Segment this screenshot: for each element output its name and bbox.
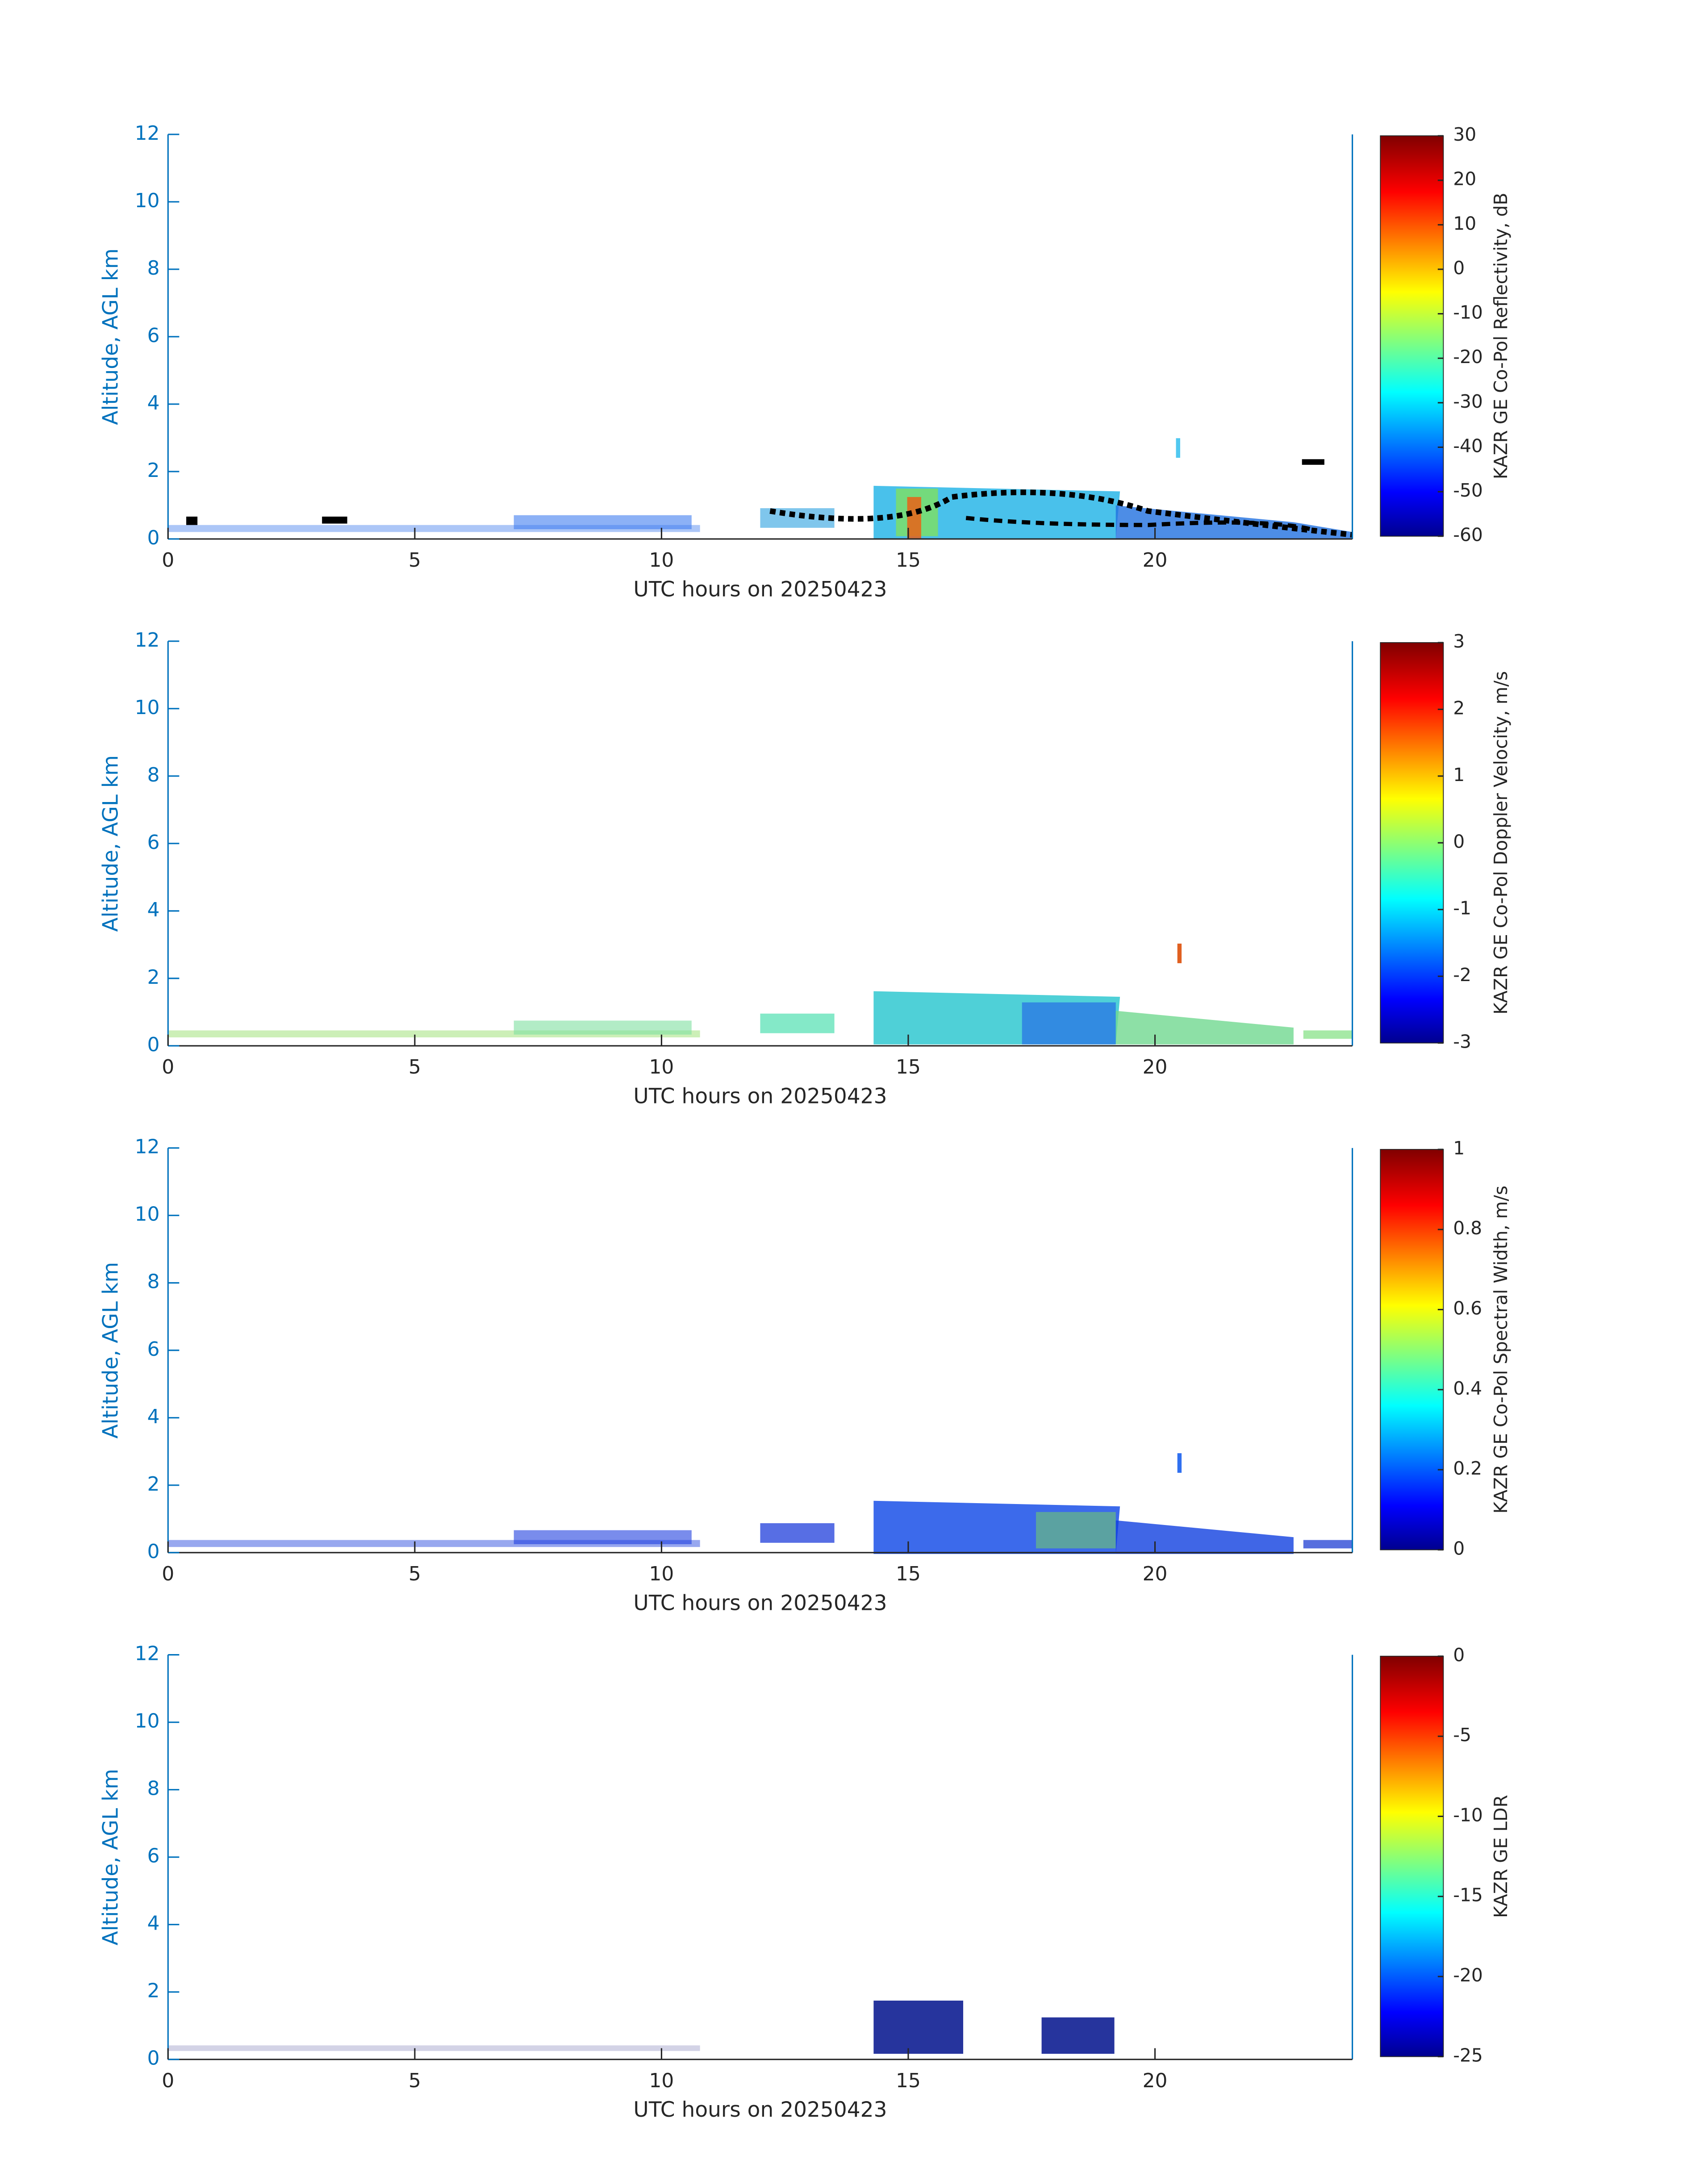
y-tick-label: 6: [147, 831, 160, 854]
y-tick-label: 4: [147, 1912, 160, 1935]
y-tick-label: 6: [147, 1338, 160, 1361]
colorbar-tick-label: -15: [1453, 1885, 1483, 1906]
echo-field: [168, 2000, 1115, 2054]
colorbar-tick-label: 10: [1453, 213, 1476, 234]
x-tick-label: 20: [1143, 2069, 1168, 2092]
echo-field: [168, 438, 1353, 539]
y-tick-label: 4: [147, 1405, 160, 1428]
x-tick-label: 5: [409, 2069, 421, 2092]
y-tick-label: 0: [147, 1540, 160, 1563]
x-tick-label: 0: [162, 1563, 174, 1585]
x-tick-label: 15: [896, 549, 921, 572]
x-tick-label: 20: [1143, 549, 1168, 572]
colorbar-tick-label: -5: [1453, 1724, 1471, 1746]
colorbar-tick-label: -20: [1453, 346, 1483, 368]
colorbar-tick-label: 2: [1453, 697, 1465, 719]
x-tick-label: 5: [409, 1056, 421, 1078]
colorbar-tick-label: -10: [1453, 302, 1483, 323]
y-tick-label: 12: [135, 629, 160, 652]
colorbar-tick-label: 1: [1453, 1137, 1465, 1159]
colorbar-tick-label: 0.2: [1453, 1458, 1482, 1479]
y-tick-label: 8: [147, 257, 160, 280]
colorbar-tick-label: -10: [1453, 1804, 1483, 1826]
y-tick-label: 8: [147, 764, 160, 786]
colorbar-tick-label: -30: [1453, 391, 1483, 412]
y-tick-label: 12: [135, 122, 160, 145]
y-tick-label: 2: [147, 1980, 160, 2002]
y-tick-label: 0: [147, 1033, 160, 1056]
x-tick-label: 0: [162, 2069, 174, 2092]
y-axis-label: Altitude, AGL km: [98, 1262, 123, 1439]
colorbar-label: KAZR GE LDR: [1490, 1795, 1512, 1918]
y-tick-label: 4: [147, 898, 160, 921]
y-tick-label: 8: [147, 1777, 160, 1800]
colorbar-tick-label: -20: [1453, 1964, 1483, 1986]
colorbar-tick-label: -2: [1453, 964, 1471, 986]
colorbar-tick-label: -1: [1453, 898, 1471, 919]
x-tick-label: 10: [649, 1563, 674, 1585]
x-tick-label: 5: [409, 549, 421, 572]
y-tick-label: 4: [147, 392, 160, 414]
x-tick-label: 15: [896, 1563, 921, 1585]
y-axis-label: Altitude, AGL km: [98, 1769, 123, 1946]
y-tick-label: 0: [147, 2047, 160, 2070]
y-tick-label: 2: [147, 966, 160, 989]
colorbar-tick-label: 20: [1453, 168, 1476, 190]
x-tick-label: 0: [162, 1056, 174, 1078]
x-axis-label: UTC hours on 20250423: [633, 1591, 887, 1615]
y-tick-label: 12: [135, 1136, 160, 1158]
colorbar-tick-label: -50: [1453, 480, 1483, 501]
x-axis-label: UTC hours on 20250423: [633, 577, 887, 602]
y-tick-label: 0: [147, 526, 160, 549]
echo-field: [168, 1453, 1353, 1554]
colorbar-tick-label: 0: [1453, 1538, 1465, 1559]
colorbar: [1380, 642, 1444, 1044]
y-tick-label: 6: [147, 324, 160, 347]
x-tick-label: 10: [649, 549, 674, 572]
colorbar-tick-label: 0: [1453, 1644, 1465, 1666]
y-tick-label: 12: [135, 1642, 160, 1665]
x-tick-label: 20: [1143, 1563, 1168, 1585]
colorbar-tick-label: 0.8: [1453, 1217, 1482, 1239]
y-tick-label: 10: [135, 1710, 160, 1733]
colorbar: [1380, 1655, 1444, 2057]
colorbar: [1380, 1149, 1444, 1550]
y-tick-label: 10: [135, 696, 160, 719]
y-tick-label: 2: [147, 459, 160, 482]
colorbar-tick-label: 0.6: [1453, 1298, 1482, 1319]
colorbar-tick-label: -60: [1453, 524, 1483, 546]
echo-field: [168, 944, 1353, 1045]
x-tick-label: 20: [1143, 1056, 1168, 1078]
y-axis-label: Altitude, AGL km: [98, 248, 123, 425]
colorbar-label: KAZR GE Co-Pol Spectral Width, m/s: [1490, 1186, 1512, 1514]
colorbar-tick-label: -40: [1453, 435, 1483, 456]
colorbar-tick-label: 1: [1453, 764, 1465, 786]
colorbar: [1380, 135, 1444, 537]
x-axis-label: UTC hours on 20250423: [633, 2098, 887, 2122]
colorbar-label: KAZR GE Co-Pol Reflectivity, dB: [1490, 193, 1512, 480]
x-tick-label: 10: [649, 2069, 674, 2092]
x-tick-label: 15: [896, 2069, 921, 2092]
y-tick-label: 10: [135, 189, 160, 212]
colorbar-tick-label: 0.4: [1453, 1378, 1482, 1399]
x-tick-label: 10: [649, 1056, 674, 1078]
y-tick-label: 8: [147, 1270, 160, 1293]
y-tick-label: 6: [147, 1845, 160, 1868]
y-tick-label: 2: [147, 1473, 160, 1496]
y-axis-label: Altitude, AGL km: [98, 755, 123, 932]
colorbar-tick-label: 0: [1453, 257, 1465, 279]
colorbar-tick-label: -3: [1453, 1031, 1471, 1053]
x-tick-label: 5: [409, 1563, 421, 1585]
colorbar-tick-label: 0: [1453, 831, 1465, 852]
x-axis-label: UTC hours on 20250423: [633, 1084, 887, 1108]
colorbar-tick-label: -25: [1453, 2044, 1483, 2066]
x-tick-label: 0: [162, 549, 174, 572]
colorbar-tick-label: 3: [1453, 631, 1465, 652]
y-tick-label: 10: [135, 1203, 160, 1226]
x-tick-label: 15: [896, 1056, 921, 1078]
colorbar-label: KAZR GE Co-Pol Doppler Velocity, m/s: [1490, 671, 1512, 1015]
colorbar-tick-label: 30: [1453, 124, 1476, 145]
